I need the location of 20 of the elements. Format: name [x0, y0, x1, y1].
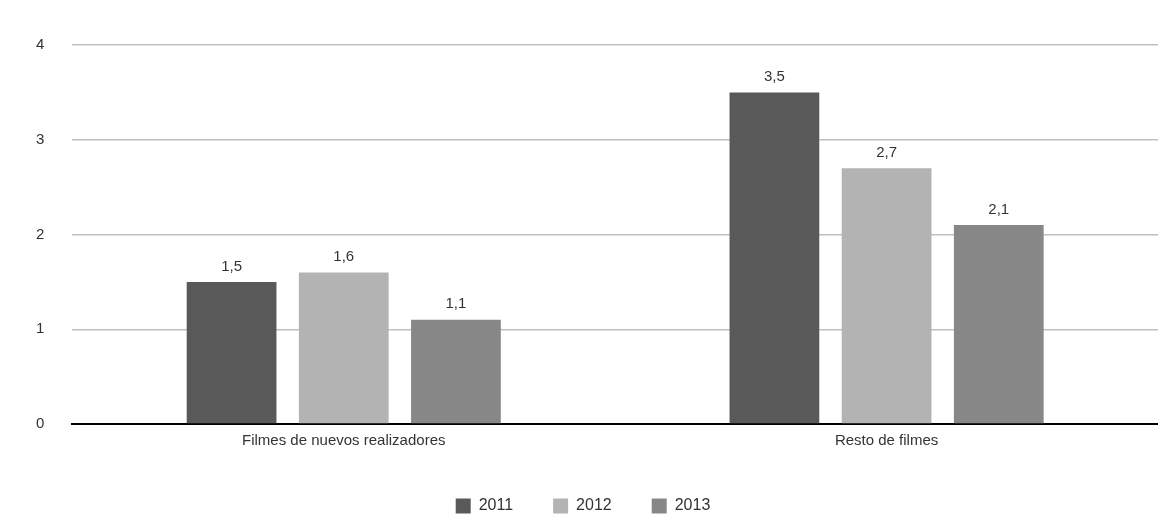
x-tick-label: Filmes de nuevos realizadores	[242, 431, 446, 449]
y-tick-label: 2	[36, 224, 45, 242]
bar	[186, 281, 277, 424]
data-label: 1,6	[333, 247, 355, 265]
bar	[729, 92, 820, 424]
data-label: 3,5	[763, 67, 785, 85]
bar	[411, 319, 501, 424]
legend-label: 2012	[576, 496, 612, 514]
legend-label: 2013	[674, 496, 711, 514]
y-tick-label: 0	[36, 414, 45, 432]
y-tick-label: 3	[36, 129, 45, 147]
data-label: 1,5	[221, 256, 242, 274]
bar	[953, 225, 1044, 424]
y-tick-label: 4	[36, 35, 45, 53]
y-tick-label: 1	[36, 319, 45, 337]
data-label: 1,1	[445, 294, 467, 312]
x-tick-label: Resto de filmes	[834, 431, 939, 449]
data-label: 2,7	[876, 142, 898, 160]
data-label: 2,1	[988, 199, 1010, 217]
legend-label: 2011	[478, 496, 514, 514]
